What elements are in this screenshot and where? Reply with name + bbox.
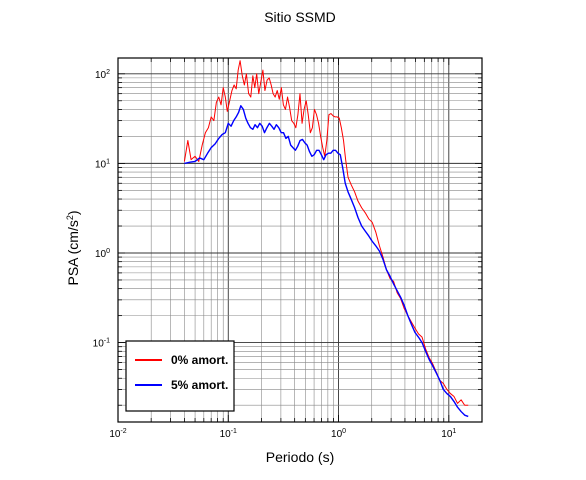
y-tick-label: 102 bbox=[95, 69, 110, 81]
series-layer bbox=[183, 60, 469, 418]
plot-frame bbox=[117, 57, 483, 423]
y-tick-label: 10-1 bbox=[93, 338, 110, 350]
y-axis-label-close: ) bbox=[65, 210, 81, 215]
x-tick-label: 100 bbox=[331, 428, 346, 440]
y-tick-label: 101 bbox=[95, 158, 110, 170]
chart-title: Sitio SSMD bbox=[264, 9, 336, 25]
y-axis-label-base: PSA (cm/s bbox=[65, 220, 81, 285]
x-axis-label: Periodo (s) bbox=[266, 449, 334, 465]
series-line-1 bbox=[184, 105, 469, 418]
x-tick-label: 10-1 bbox=[220, 428, 237, 440]
x-tick-label: 10-2 bbox=[109, 428, 126, 440]
y-axis-label: PSA (cm/s2) bbox=[65, 210, 81, 285]
x-tick-label: 101 bbox=[441, 428, 456, 440]
plot-border bbox=[117, 57, 483, 423]
series-line-0 bbox=[183, 60, 469, 406]
legend-label-1: 5% amort. bbox=[171, 378, 228, 392]
y-tick-label: 100 bbox=[95, 248, 110, 260]
legend: 0% amort. 5% amort. bbox=[125, 340, 235, 412]
y-axis-label-exponent: 2 bbox=[65, 215, 75, 220]
ticks: 10-2 10-1 100 101 10-1 100 101 102 bbox=[93, 58, 483, 440]
legend-box bbox=[125, 340, 235, 412]
legend-label-0: 0% amort. bbox=[171, 353, 228, 367]
